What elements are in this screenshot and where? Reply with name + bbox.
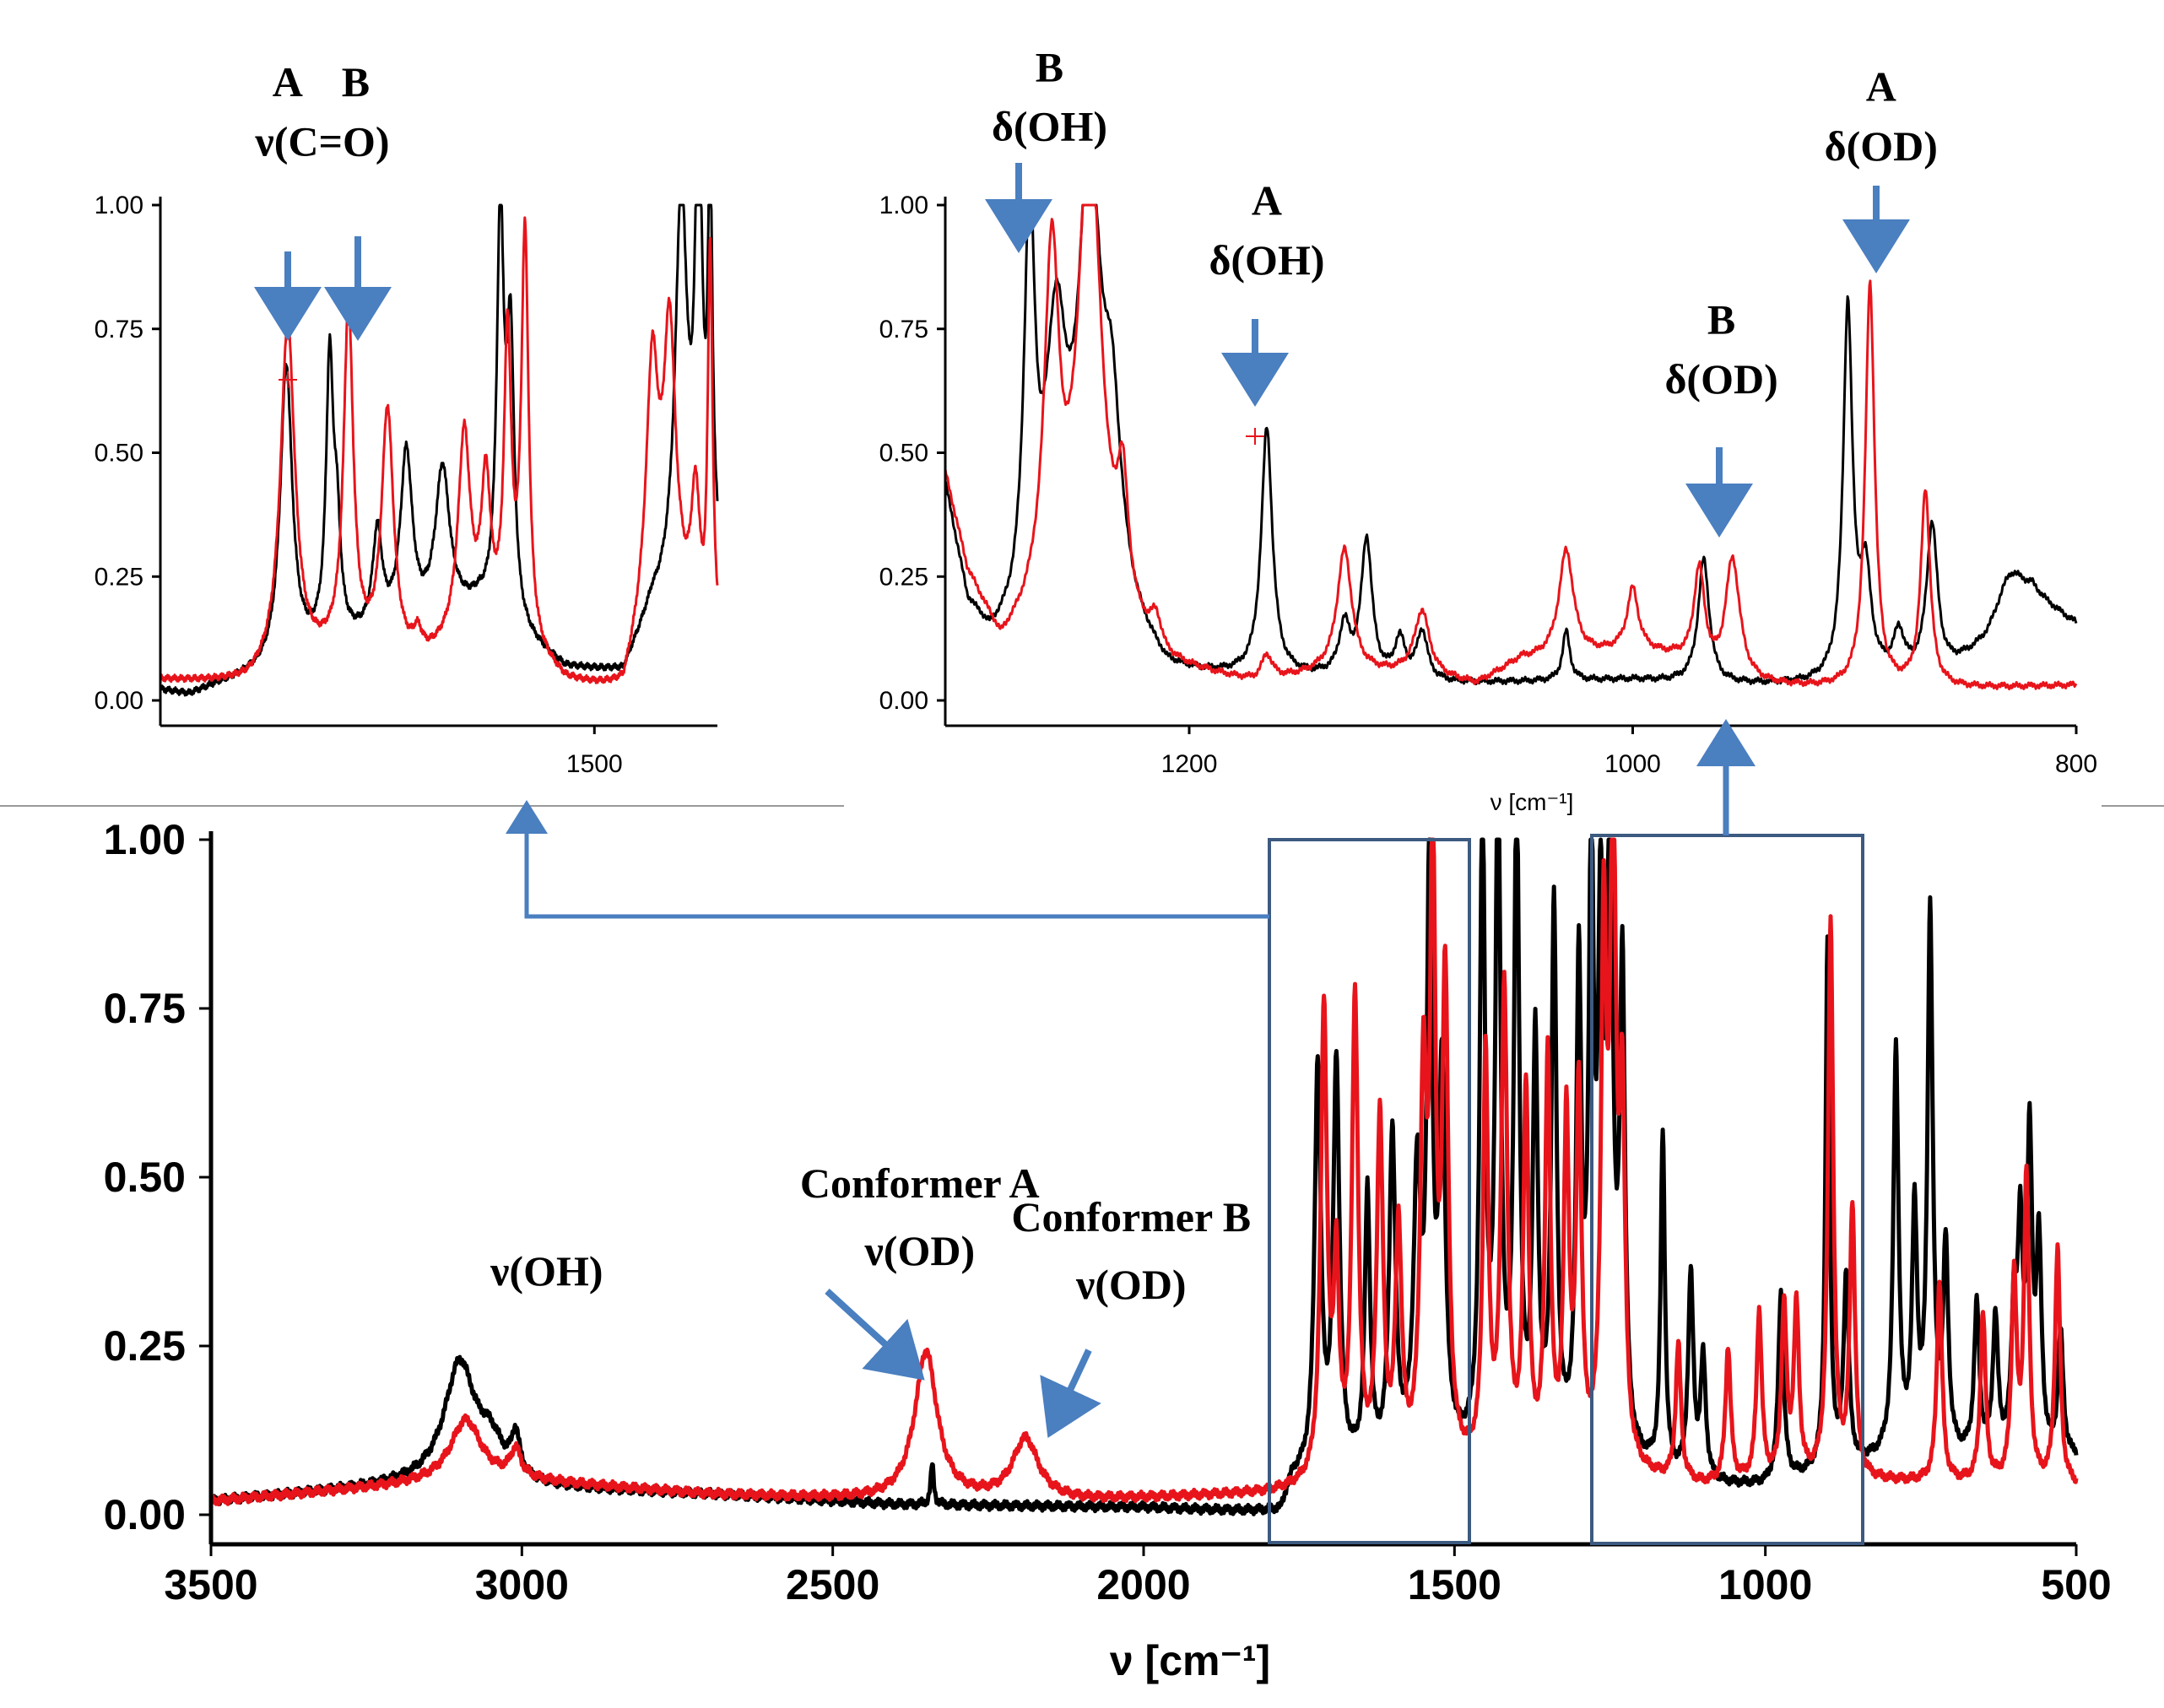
inset-bending-plot: 0.00 0.25 0.50 0.75 1.00 1200 1000 800 ν [cm⁻¹] B… <box>879 43 2097 815</box>
main-x-tick-label: 1500 <box>1408 1561 1501 1608</box>
inset-right-series-red-line <box>944 203 2078 691</box>
main-y-tick-label: 0.00 <box>104 1491 186 1538</box>
main-y-tick-label: 0.75 <box>104 985 186 1032</box>
inset-left-series-red-line <box>159 216 719 684</box>
inset-left-annotation: ν(C=O) <box>254 117 389 165</box>
main-x-tick-label: 3500 <box>164 1561 257 1608</box>
inset-right-annotation: δ(OH) <box>992 103 1107 150</box>
main-y-tick-label: 0.50 <box>104 1154 186 1201</box>
main-annotation: ν(OH) <box>490 1247 603 1295</box>
inset-right-x-tick-label: 800 <box>2055 750 2097 778</box>
main-annotation: Conformer B <box>1011 1193 1251 1240</box>
inset-carbonyl-plot: 0.00 0.25 0.50 0.75 1.00 1500 A Bν(C=O) <box>95 58 719 778</box>
main-x-tick-label: 1000 <box>1718 1561 1812 1608</box>
inset-right-peak-marker <box>1246 428 1264 445</box>
inset-right-x-tick-label: 1000 <box>1604 750 1661 778</box>
inset-right-annotation: δ(OD) <box>1664 355 1777 403</box>
inset-right-annotation: δ(OH) <box>1209 236 1324 284</box>
main-x-tick-label: 2500 <box>786 1561 879 1608</box>
inset-left-y-tick-label: 0.00 <box>95 687 143 715</box>
main-annotation: ν(OD) <box>863 1227 975 1274</box>
main-series-red-line <box>208 837 2079 1507</box>
inset-left-peak-marker <box>279 371 297 388</box>
main-y-tick-label: 0.25 <box>104 1322 186 1370</box>
inset-right-annotation: δ(OD) <box>1825 122 1938 170</box>
zoom-box-bending <box>1590 834 1864 1545</box>
main-y-tick-label: 1.00 <box>104 816 186 863</box>
arrow-conformer-b <box>1040 1349 1101 1438</box>
inset-right-annotation: B <box>1036 43 1063 90</box>
inset-left-y-tick-label: 0.50 <box>95 440 143 468</box>
main-series-black-line <box>208 837 2079 1516</box>
main-x-tick-label: 2000 <box>1096 1561 1190 1608</box>
connector-arrow-left <box>506 800 1269 919</box>
main-annotation: ν(OD) <box>1075 1261 1187 1308</box>
inset-right-y-tick-label: 1.00 <box>879 192 928 219</box>
inset-right-annotation: A <box>1252 177 1282 224</box>
inset-left-x-tick-label: 1500 <box>566 750 623 778</box>
inset-left-y-tick-label: 1.00 <box>95 192 143 219</box>
main-x-tick-label: 3000 <box>475 1561 569 1608</box>
inset-right-x-tick-label: 1200 <box>1161 750 1218 778</box>
inset-left-y-tick-label: 0.75 <box>95 316 143 343</box>
inset-right-y-tick-label: 0.25 <box>879 563 928 591</box>
inset-right-annotation: A <box>1866 63 1896 111</box>
inset-left-y-tick-label: 0.25 <box>95 563 143 591</box>
main-annotation: Conformer A <box>800 1159 1040 1207</box>
inset-right-y-tick-label: 0.50 <box>879 440 928 468</box>
zoom-box-carbonyl <box>1268 838 1471 1544</box>
arrow-conformer-a <box>825 1289 925 1381</box>
inset-right-x-axis-title: ν [cm⁻¹] <box>1490 789 1574 815</box>
inset-right-y-tick-label: 0.75 <box>879 316 928 343</box>
inset-left-annotation: A <box>273 58 303 105</box>
main-spectrum-plot: 0.00 0.25 0.50 0.75 1.00 3500 3000 2500 2000 1500… <box>104 816 2112 1684</box>
main-x-axis-title: ν [cm⁻¹] <box>1110 1637 1270 1684</box>
main-x-tick-label: 500 <box>2041 1561 2111 1608</box>
inset-right-y-tick-label: 0.00 <box>879 687 928 715</box>
inset-right-annotation: B <box>1707 296 1735 343</box>
inset-right-series-black-line <box>944 203 2078 686</box>
inset-left-annotation: B <box>342 58 370 105</box>
